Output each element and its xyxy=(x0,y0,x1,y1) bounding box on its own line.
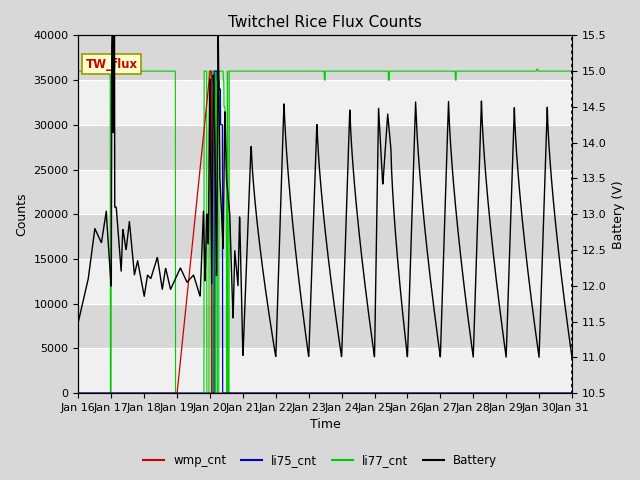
Bar xyxy=(79,36,572,80)
Bar xyxy=(79,214,572,259)
Bar xyxy=(79,80,572,125)
Bar xyxy=(79,259,572,304)
Bar xyxy=(79,125,572,169)
X-axis label: Time: Time xyxy=(310,419,340,432)
Text: TW_flux: TW_flux xyxy=(86,58,138,71)
Title: Twitchel Rice Flux Counts: Twitchel Rice Flux Counts xyxy=(228,15,422,30)
Y-axis label: Battery (V): Battery (V) xyxy=(612,180,625,249)
Bar xyxy=(79,304,572,348)
Y-axis label: Counts: Counts xyxy=(15,192,28,236)
Bar xyxy=(79,169,572,214)
Bar xyxy=(79,348,572,393)
Legend: wmp_cnt, li75_cnt, li77_cnt, Battery: wmp_cnt, li75_cnt, li77_cnt, Battery xyxy=(138,449,502,472)
